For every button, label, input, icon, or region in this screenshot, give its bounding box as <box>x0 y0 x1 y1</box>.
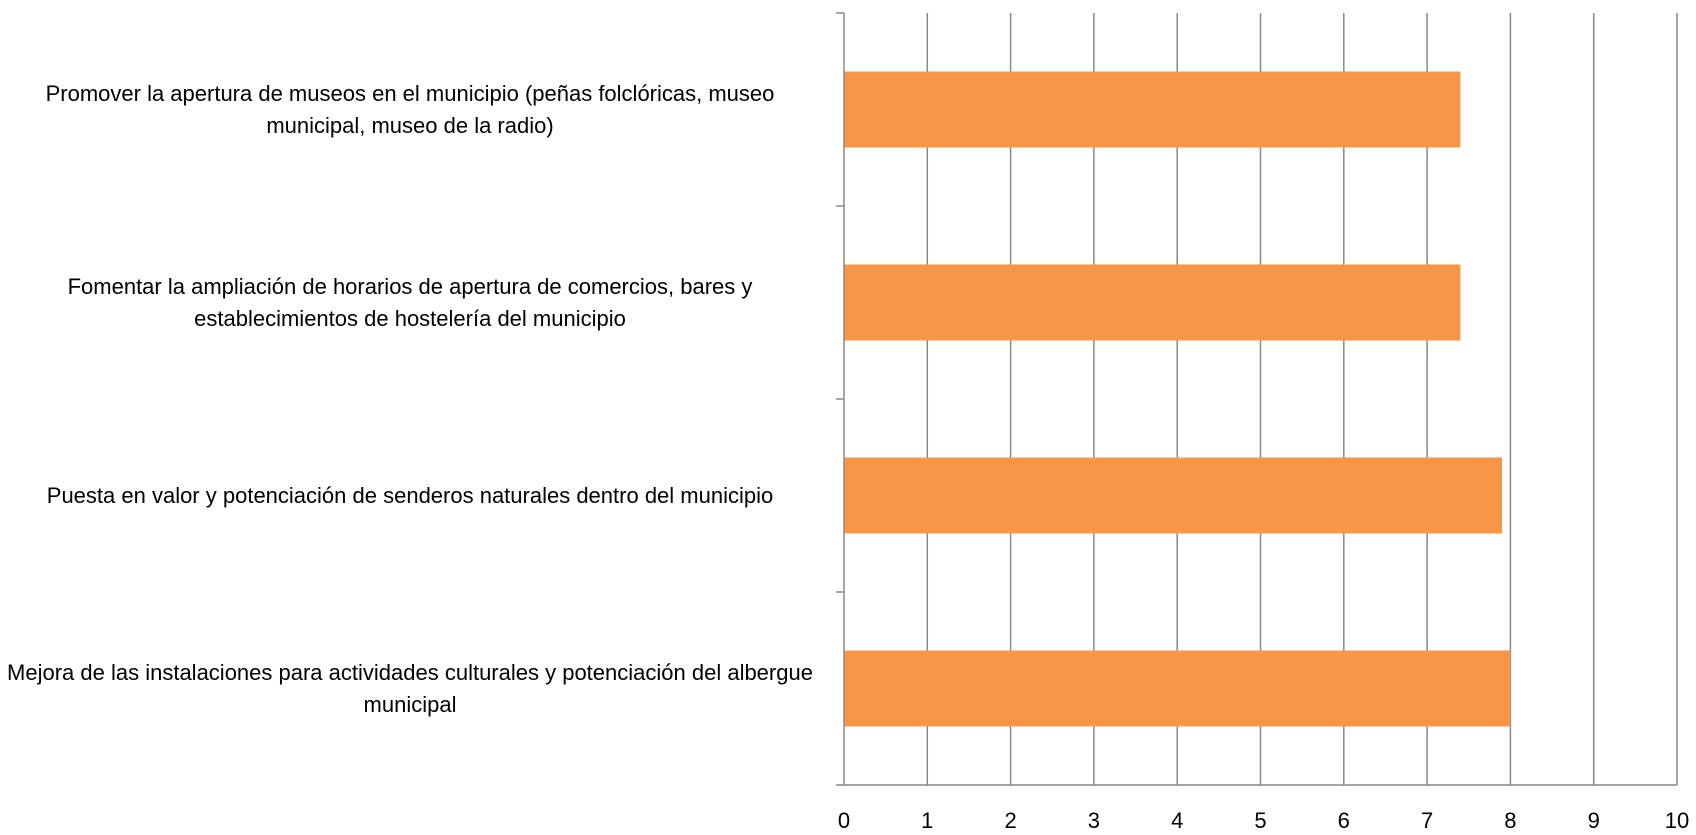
bar <box>844 71 1461 148</box>
x-tick-label: 0 <box>838 808 850 833</box>
bar <box>844 457 1503 534</box>
x-tick-label: 5 <box>1254 808 1266 833</box>
x-tick-label: 9 <box>1588 808 1600 833</box>
y-tick-label: Puesta en valor y potenciación de sender… <box>46 482 774 508</box>
y-tick-label: Fomentar la ampliación de horarios de ap… <box>67 273 753 331</box>
x-tick-label: 6 <box>1338 808 1350 833</box>
x-tick-label: 1 <box>921 808 933 833</box>
bar <box>844 264 1461 341</box>
y-tick-label: Mejora de las instalaciones para activid… <box>7 659 813 717</box>
x-tick-label: 2 <box>1004 808 1016 833</box>
x-tick-label: 8 <box>1504 808 1516 833</box>
bar <box>844 650 1511 727</box>
x-tick-label: 4 <box>1171 808 1183 833</box>
y-tick-label: Promover la apertura de museos en el mun… <box>45 80 775 138</box>
x-tick-label: 3 <box>1088 808 1100 833</box>
x-tick-label: 7 <box>1421 808 1433 833</box>
x-tick-label: 10 <box>1665 808 1689 833</box>
